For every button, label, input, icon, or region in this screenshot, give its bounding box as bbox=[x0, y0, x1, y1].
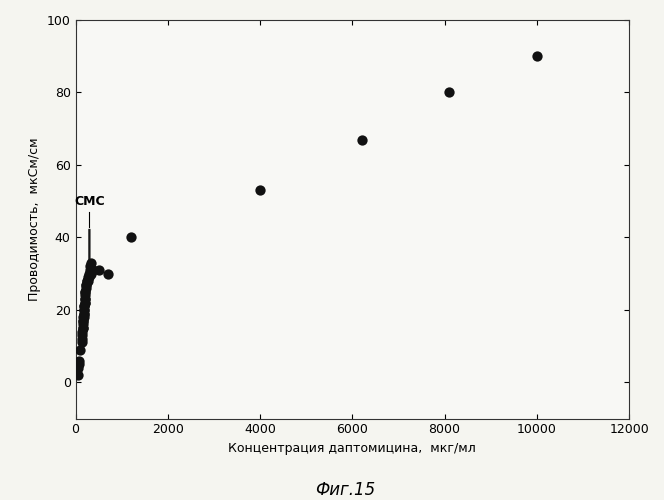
Y-axis label: Проводимость,  мкСм/см: Проводимость, мкСм/см bbox=[29, 138, 41, 301]
Point bbox=[77, 331, 88, 339]
Point bbox=[78, 313, 89, 321]
Point bbox=[78, 316, 88, 324]
Point bbox=[73, 364, 84, 372]
Point bbox=[78, 320, 88, 328]
Point bbox=[78, 324, 88, 332]
Point bbox=[82, 277, 92, 285]
Point bbox=[84, 270, 94, 278]
Point bbox=[357, 136, 367, 143]
Point bbox=[80, 288, 91, 296]
Point bbox=[79, 302, 90, 310]
Point bbox=[102, 270, 113, 278]
Point bbox=[78, 324, 88, 332]
Point bbox=[80, 295, 90, 303]
Point bbox=[125, 234, 136, 241]
Point bbox=[80, 284, 91, 292]
Point bbox=[82, 277, 92, 285]
Point bbox=[76, 338, 87, 346]
Point bbox=[79, 306, 90, 314]
Point bbox=[94, 266, 104, 274]
Point bbox=[255, 186, 266, 194]
Point bbox=[81, 280, 92, 288]
Point bbox=[74, 360, 84, 368]
Point bbox=[79, 298, 90, 306]
Point bbox=[79, 302, 90, 310]
Point bbox=[84, 266, 95, 274]
Point bbox=[86, 259, 97, 267]
Point bbox=[444, 88, 455, 96]
Text: СМС: СМС bbox=[74, 196, 105, 208]
Point bbox=[79, 298, 90, 306]
Point bbox=[74, 356, 84, 364]
Point bbox=[86, 270, 96, 278]
Point bbox=[82, 274, 93, 281]
Point bbox=[79, 306, 90, 314]
Point bbox=[78, 310, 89, 318]
Point bbox=[73, 371, 84, 379]
X-axis label: Концентрация даптомицина,  мкг/мл: Концентрация даптомицина, мкг/мл bbox=[228, 442, 476, 455]
Point bbox=[88, 266, 98, 274]
Point bbox=[76, 335, 87, 343]
Point bbox=[78, 316, 88, 324]
Point bbox=[84, 262, 95, 270]
Text: Фиг.15: Фиг.15 bbox=[315, 481, 375, 499]
Point bbox=[80, 288, 91, 296]
Point bbox=[80, 295, 90, 303]
Point bbox=[78, 313, 89, 321]
Point bbox=[80, 292, 90, 300]
Point bbox=[84, 274, 94, 281]
Point bbox=[82, 277, 93, 285]
Point bbox=[532, 52, 542, 60]
Point bbox=[81, 280, 92, 288]
Point bbox=[78, 310, 89, 318]
Point bbox=[75, 346, 86, 354]
Point bbox=[77, 328, 88, 336]
